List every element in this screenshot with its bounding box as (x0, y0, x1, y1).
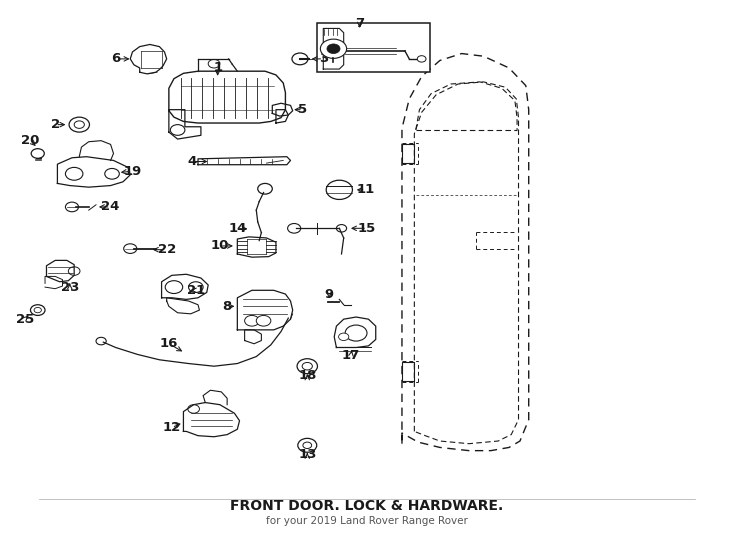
Text: 19: 19 (123, 165, 142, 178)
Circle shape (30, 305, 45, 315)
Circle shape (189, 282, 203, 293)
Text: 2: 2 (51, 118, 59, 131)
Circle shape (96, 338, 106, 345)
Text: 12: 12 (163, 421, 181, 434)
Circle shape (34, 307, 41, 313)
Text: 15: 15 (358, 222, 376, 235)
Circle shape (65, 167, 83, 180)
Circle shape (345, 325, 367, 341)
Text: 3: 3 (319, 52, 328, 65)
Circle shape (298, 438, 317, 452)
Text: for your 2019 Land Rover Range Rover: for your 2019 Land Rover Range Rover (266, 516, 468, 526)
Text: FRONT DOOR. LOCK & HARDWARE.: FRONT DOOR. LOCK & HARDWARE. (230, 499, 504, 513)
Circle shape (69, 117, 90, 132)
Circle shape (124, 244, 137, 253)
Circle shape (105, 168, 120, 179)
Circle shape (292, 53, 308, 65)
Circle shape (31, 148, 44, 158)
Text: 16: 16 (160, 338, 178, 350)
Bar (318, 23, 430, 72)
Text: 8: 8 (222, 300, 232, 313)
Text: 22: 22 (158, 243, 176, 256)
Text: 13: 13 (298, 448, 316, 461)
Circle shape (258, 184, 272, 194)
Circle shape (288, 224, 301, 233)
Circle shape (65, 202, 79, 212)
Text: 24: 24 (101, 200, 120, 213)
Text: 10: 10 (211, 239, 229, 252)
Text: 4: 4 (188, 155, 197, 168)
Text: 6: 6 (111, 52, 120, 65)
Text: 7: 7 (355, 17, 364, 30)
Text: 23: 23 (61, 281, 79, 294)
Circle shape (302, 362, 313, 370)
Circle shape (165, 281, 183, 294)
Text: 20: 20 (21, 134, 40, 147)
Text: 25: 25 (15, 313, 34, 326)
Circle shape (244, 315, 259, 326)
Text: 11: 11 (357, 184, 374, 197)
Circle shape (170, 125, 185, 136)
Circle shape (326, 180, 352, 199)
Circle shape (297, 359, 318, 374)
Circle shape (338, 333, 349, 341)
Circle shape (68, 267, 80, 275)
Circle shape (336, 225, 346, 232)
Text: 21: 21 (186, 284, 205, 297)
Text: 5: 5 (298, 103, 308, 116)
Circle shape (327, 44, 340, 53)
Circle shape (188, 404, 200, 413)
Circle shape (256, 315, 271, 326)
Text: 9: 9 (324, 287, 334, 301)
Text: 18: 18 (298, 369, 316, 382)
Text: 1: 1 (213, 62, 222, 75)
Text: 17: 17 (342, 349, 360, 362)
Circle shape (74, 121, 84, 129)
Text: 14: 14 (228, 222, 247, 235)
Circle shape (303, 442, 312, 449)
Circle shape (320, 39, 346, 58)
Circle shape (417, 56, 426, 62)
Circle shape (208, 59, 220, 68)
